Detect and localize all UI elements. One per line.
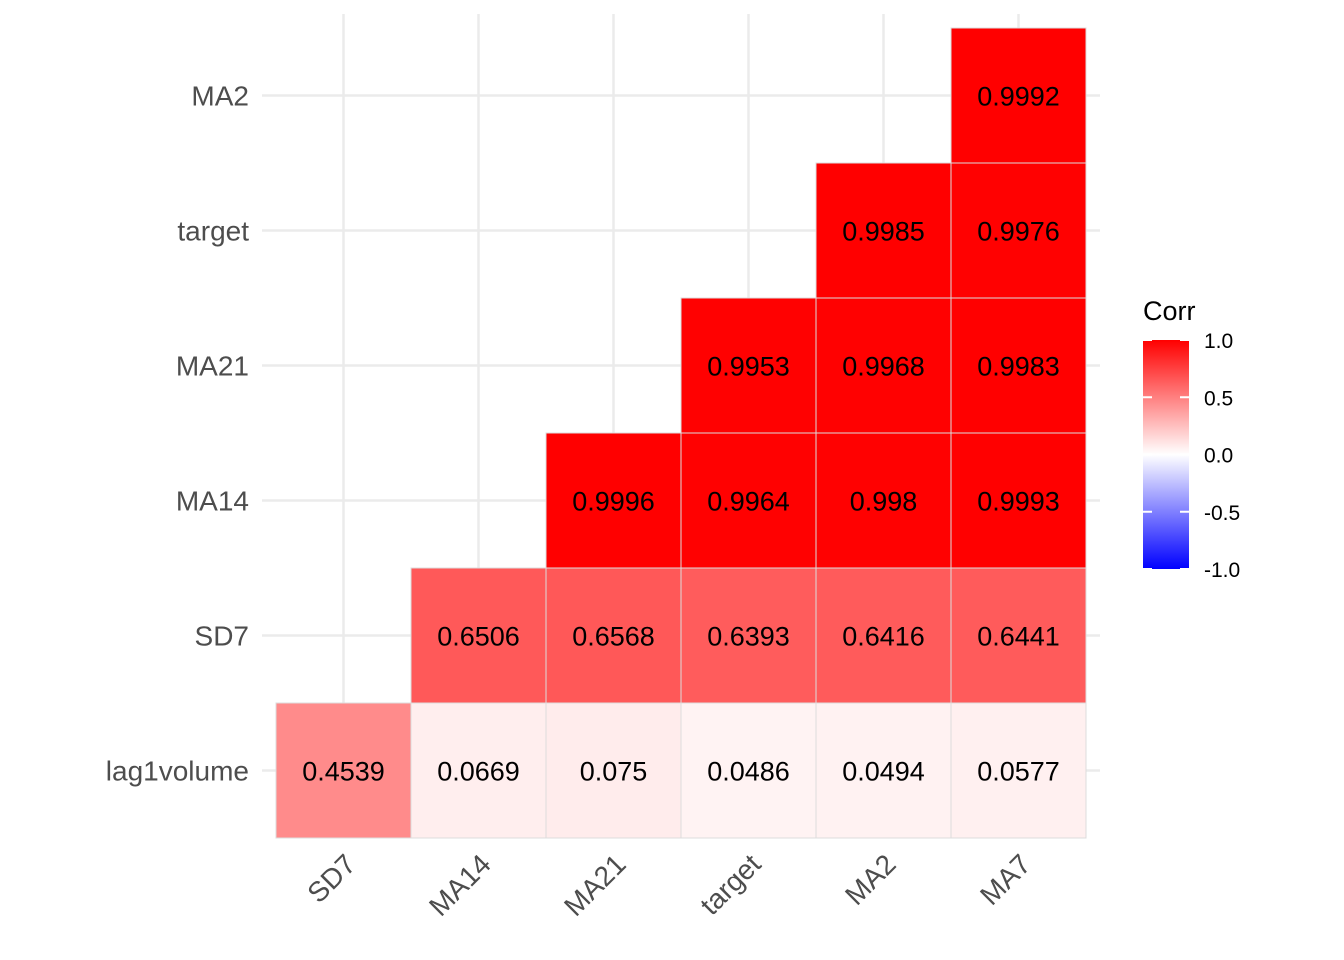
cell-value-label: 0.9976: [977, 217, 1060, 247]
y-tick-label: MA21: [176, 351, 249, 382]
cell-value-label: 0.6441: [977, 622, 1060, 652]
legend-tick-label: 0.5: [1204, 387, 1233, 410]
cell-value-label: 0.998: [850, 487, 918, 517]
cell-value-label: 0.075: [580, 757, 648, 787]
legend-tick-label: -1.0: [1204, 559, 1240, 582]
cell-value-label: 0.9964: [707, 487, 790, 517]
heatmap-cell: [545, 432, 682, 569]
y-tick-label: target: [177, 216, 249, 247]
cell-value-label: 0.0494: [842, 757, 925, 787]
heatmap-cell: [950, 162, 1087, 299]
x-tick-label: MA7: [974, 848, 1037, 911]
x-tick-label: MA14: [423, 848, 497, 922]
legend-tick-label: 1.0: [1204, 330, 1233, 353]
x-tick-label: MA2: [839, 848, 902, 911]
y-tick-label: lag1volume: [106, 756, 249, 787]
heatmap-cell: [950, 297, 1087, 434]
cell-value-label: 0.6506: [437, 622, 520, 652]
heatmap-cell: [950, 702, 1087, 839]
cell-value-label: 0.0577: [977, 757, 1060, 787]
cell-value-label: 0.0669: [437, 757, 520, 787]
cell-value-label: 0.6416: [842, 622, 925, 652]
heatmap-cell: [950, 27, 1087, 164]
heatmap-cell: [815, 702, 952, 839]
heatmap-cell: [815, 432, 952, 569]
cell-value-label: 0.0486: [707, 757, 790, 787]
heatmap-cell: [950, 567, 1087, 704]
heatmap-cell: [815, 567, 952, 704]
cell-value-label: 0.9985: [842, 217, 925, 247]
y-tick-label: MA14: [176, 486, 249, 517]
heatmap-cell: [410, 567, 547, 704]
x-tick-label: MA21: [558, 848, 632, 922]
color-legend: Corr 1.0 0.5 0.0 -0.5 -1.0: [1143, 296, 1240, 582]
cell-value-label: 0.4539: [302, 757, 385, 787]
cell-value-label: 0.9996: [572, 487, 655, 517]
y-tick-label: SD7: [195, 621, 249, 652]
legend-tick-label: -0.5: [1204, 502, 1240, 525]
cell-value-label: 0.9993: [977, 487, 1060, 517]
heatmap-cell: [680, 432, 817, 569]
cell-value-label: 0.9953: [707, 352, 790, 382]
cell-value-label: 0.6568: [572, 622, 655, 652]
cell-value-label: 0.9983: [977, 352, 1060, 382]
legend-title: Corr: [1143, 296, 1196, 326]
cell-value-label: 0.9968: [842, 352, 925, 382]
cell-value-label: 0.9992: [977, 82, 1060, 112]
cell-value-label: 0.6393: [707, 622, 790, 652]
heatmap-cell: [815, 162, 952, 299]
x-tick-label: target: [694, 848, 767, 921]
x-tick-label: SD7: [301, 848, 361, 908]
cell-value-labels: 0.4539 0.0669 0.075 0.0486 0.0494 0.0577 0.650…: [302, 82, 1060, 787]
heatmap-cell: [815, 297, 952, 434]
heatmap-cell: [545, 567, 682, 704]
heatmap-cells: [275, 27, 1087, 839]
legend-tick-label: 0.0: [1204, 445, 1233, 468]
heatmap-cell: [275, 702, 412, 839]
heatmap-cell: [680, 297, 817, 434]
heatmap-cell: [410, 702, 547, 839]
heatmap-cell: [950, 432, 1087, 569]
y-tick-label: MA2: [191, 81, 249, 112]
